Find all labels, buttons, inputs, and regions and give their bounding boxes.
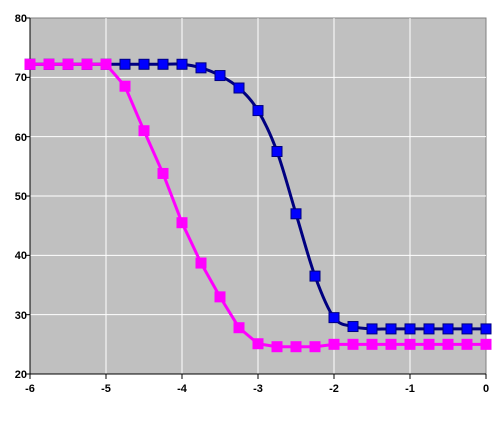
- x-tick-labels: -6 -5 -4 -3 -2 -1 0: [25, 383, 489, 395]
- y-tick-label: 30: [15, 310, 27, 322]
- data-point-marker: [176, 217, 188, 229]
- data-point-marker: [271, 341, 283, 353]
- data-point-marker: [328, 312, 340, 324]
- y-tick-label: 40: [15, 250, 27, 262]
- series-2: [24, 58, 492, 353]
- data-point-marker: [423, 323, 435, 335]
- data-point-marker: [271, 146, 283, 157]
- grid-lines: [30, 18, 486, 374]
- data-point-marker: [81, 58, 93, 70]
- data-point-marker: [309, 270, 321, 282]
- data-point-marker: [328, 338, 340, 350]
- data-point-marker: [119, 80, 131, 92]
- data-point-marker: [480, 323, 492, 335]
- data-point-marker: [214, 291, 226, 303]
- series-layer: [24, 58, 492, 353]
- data-point-marker: [62, 58, 74, 70]
- data-point-marker: [404, 323, 416, 335]
- data-point-marker: [385, 338, 397, 350]
- data-point-marker: [138, 125, 150, 137]
- data-point-marker: [347, 338, 359, 350]
- data-point-marker: [43, 58, 55, 70]
- data-point-marker: [461, 323, 473, 335]
- data-point-marker: [195, 62, 207, 74]
- y-tick-label: 80: [15, 13, 27, 25]
- data-point-marker: [24, 58, 36, 70]
- data-point-marker: [119, 58, 131, 70]
- x-tick-label: 0: [483, 383, 489, 395]
- data-point-marker: [385, 323, 397, 335]
- x-tick-label: -5: [101, 383, 111, 395]
- data-point-marker: [252, 338, 264, 350]
- y-tick-label: 20: [15, 369, 27, 381]
- data-point-marker: [461, 338, 473, 350]
- data-point-marker: [442, 323, 454, 335]
- x-tick-label: -1: [405, 383, 415, 395]
- x-tick-label: -3: [253, 383, 263, 395]
- data-point-marker: [157, 58, 169, 70]
- x-tick-label: -6: [25, 383, 35, 395]
- data-point-marker: [442, 338, 454, 350]
- y-tick-labels: 20 30 40 50 60 70 80: [15, 13, 27, 381]
- y-tick-label: 50: [15, 191, 27, 203]
- data-point-marker: [157, 167, 169, 179]
- x-tick-label: -2: [329, 383, 339, 395]
- axes: [25, 17, 487, 379]
- data-point-marker: [309, 341, 321, 353]
- data-point-marker: [195, 257, 207, 269]
- x-tick-label: -4: [177, 383, 188, 395]
- data-point-marker: [366, 338, 378, 350]
- data-point-marker: [138, 58, 150, 70]
- data-point-marker: [480, 338, 492, 350]
- data-point-marker: [290, 208, 302, 220]
- y-tick-label: 70: [15, 72, 27, 84]
- data-point-marker: [290, 341, 302, 353]
- data-point-marker: [176, 58, 188, 70]
- data-point-marker: [366, 323, 378, 335]
- data-point-marker: [423, 338, 435, 350]
- y-tick-label: 60: [15, 132, 27, 144]
- data-point-marker: [233, 322, 245, 334]
- data-point-marker: [100, 58, 112, 70]
- data-point-marker: [233, 82, 245, 94]
- data-point-marker: [347, 321, 359, 333]
- data-point-marker: [252, 105, 264, 117]
- data-point-marker: [404, 338, 416, 350]
- data-point-marker: [214, 70, 226, 82]
